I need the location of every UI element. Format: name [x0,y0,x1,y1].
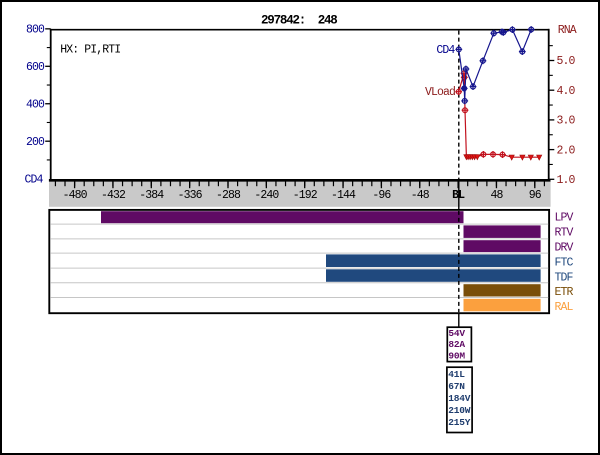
svg-text:2.0: 2.0 [557,144,576,157]
svg-text:600: 600 [26,61,45,74]
svg-text:800: 800 [26,24,45,37]
svg-text:96: 96 [529,189,542,202]
svg-text:48: 48 [490,189,503,202]
svg-text:RTV: RTV [555,227,574,240]
svg-text:210W: 210W [448,405,471,416]
svg-text:-288: -288 [216,189,241,202]
svg-text:184V: 184V [448,393,471,404]
svg-text:67N: 67N [448,381,465,392]
svg-text:-336: -336 [178,189,203,202]
svg-text:VLoad: VLoad [425,86,455,99]
svg-text:-192: -192 [293,189,318,202]
svg-text:TDF: TDF [555,272,574,285]
svg-text:215Y: 215Y [448,417,471,428]
svg-text:5.0: 5.0 [557,55,576,68]
svg-text:LPV: LPV [555,212,574,225]
svg-text:-480: -480 [63,189,88,202]
svg-text:FTC: FTC [555,257,574,270]
svg-text:-48: -48 [411,189,430,202]
svg-text:1.0: 1.0 [557,174,576,187]
svg-text:82A: 82A [448,339,465,350]
svg-text:200: 200 [26,136,45,149]
svg-text:297842: 248: 297842: 248 [261,14,337,28]
svg-text:41L: 41L [448,369,465,380]
svg-text:-96: -96 [372,189,391,202]
svg-text:4.0: 4.0 [557,85,576,98]
svg-text:3.0: 3.0 [557,115,576,128]
svg-text:54V: 54V [448,328,465,339]
svg-text:HX: PI,RTI: HX: PI,RTI [60,44,120,57]
svg-text:90M: 90M [448,351,465,362]
svg-text:RNA: RNA [558,24,577,37]
svg-text:-384: -384 [139,189,164,202]
svg-text:DRV: DRV [555,242,574,255]
svg-text:RAL: RAL [555,301,574,314]
svg-text:CD4: CD4 [436,44,455,57]
svg-text:ETR: ETR [555,286,574,299]
svg-text:-240: -240 [254,189,279,202]
svg-text:-432: -432 [101,189,126,202]
svg-text:-144: -144 [331,189,356,202]
svg-text:400: 400 [26,99,45,112]
svg-text:CD4: CD4 [24,173,43,186]
